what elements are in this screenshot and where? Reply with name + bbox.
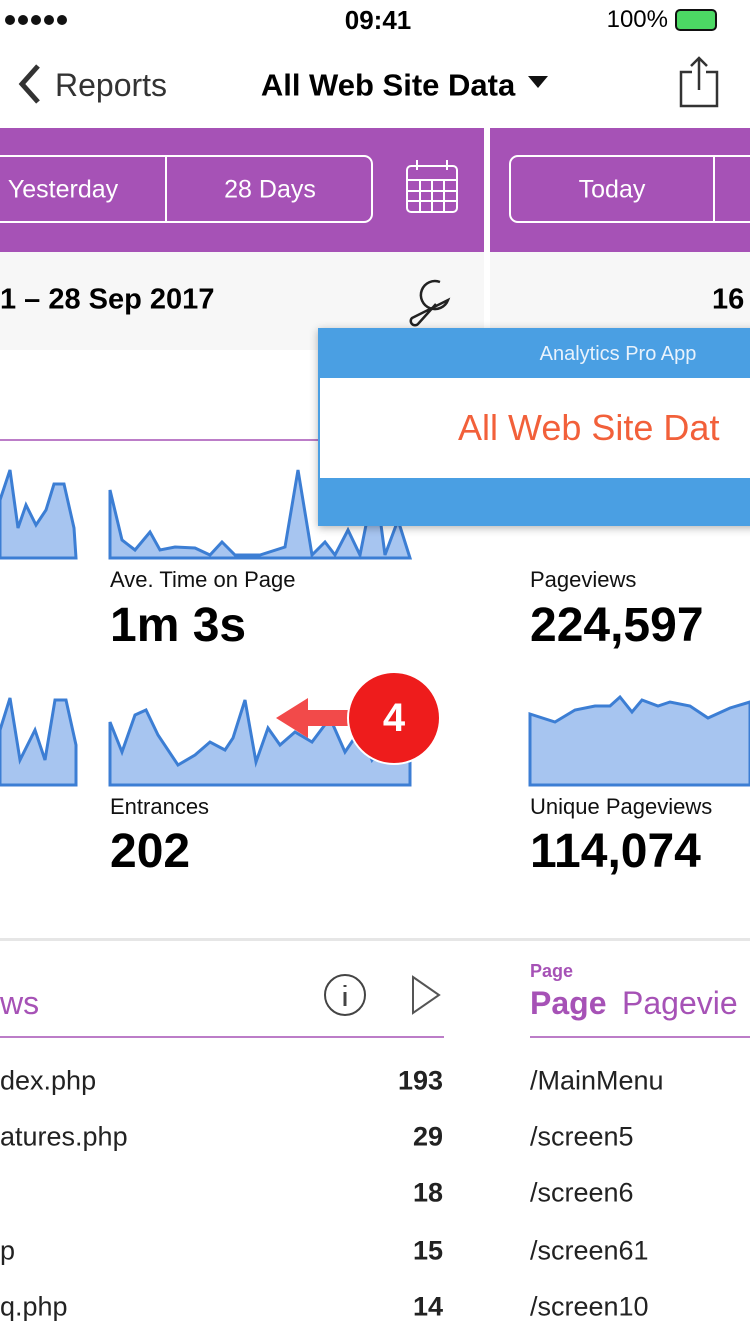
clock: 09:41 bbox=[344, 5, 412, 35]
date-range: 16 bbox=[712, 283, 745, 316]
row-count: 193 bbox=[397, 1065, 443, 1096]
metric-value: 224,597 bbox=[530, 599, 704, 652]
sparklines bbox=[0, 469, 750, 787]
settings-wrench[interactable] bbox=[409, 279, 451, 327]
table-header: ws bbox=[0, 985, 40, 1021]
row-page: /screen6 bbox=[530, 1177, 634, 1208]
header-band bbox=[0, 128, 750, 252]
row-count: 14 bbox=[412, 1291, 443, 1322]
panel-divider bbox=[484, 128, 490, 1334]
metric-value: 1m 3s bbox=[110, 599, 247, 652]
segment-button[interactable]: Yesterday bbox=[7, 175, 119, 204]
popup-title: All Web Site Dat bbox=[458, 407, 720, 448]
nav-title[interactable]: All Web Site Data bbox=[260, 67, 516, 103]
metric-label: Ave. Time on Page bbox=[110, 567, 296, 592]
row-count: 18 bbox=[412, 1177, 443, 1208]
callout-arrow bbox=[276, 698, 352, 738]
metric-label: Pageviews bbox=[530, 567, 637, 592]
segment-button[interactable]: 28 Days bbox=[224, 175, 316, 204]
metric-value: 202 bbox=[110, 825, 191, 878]
back-chevron[interactable] bbox=[18, 64, 40, 104]
metric-value: 114,074 bbox=[530, 825, 701, 878]
table-header: Page bbox=[530, 985, 607, 1021]
row-page: /screen10 bbox=[530, 1291, 649, 1322]
popup: Analytics Pro App All Web Site Dat bbox=[318, 328, 750, 526]
info-button[interactable] bbox=[324, 974, 366, 1016]
play-button[interactable] bbox=[412, 975, 441, 1015]
row-page: /screen5 bbox=[530, 1121, 634, 1152]
row-page: /screen61 bbox=[530, 1235, 649, 1266]
dropdown-arrow[interactable] bbox=[528, 76, 548, 88]
metric-label: Entrances bbox=[110, 794, 210, 819]
signal bbox=[5, 15, 67, 25]
table-caption: Page bbox=[530, 961, 574, 981]
calendar-button[interactable] bbox=[406, 160, 458, 213]
row-page: atures.php bbox=[0, 1121, 128, 1152]
row-count: 15 bbox=[412, 1235, 443, 1266]
row-page: p bbox=[0, 1235, 16, 1266]
row-page: /MainMenu bbox=[530, 1065, 664, 1096]
share-button[interactable] bbox=[679, 56, 719, 108]
battery-icon bbox=[675, 9, 717, 31]
row-page: dex.php bbox=[0, 1065, 97, 1096]
back-button[interactable]: Reports bbox=[55, 67, 168, 103]
table-header: Pagevie bbox=[622, 985, 738, 1021]
left-segmented-control bbox=[0, 155, 373, 223]
battery-text: 100% bbox=[606, 6, 668, 33]
metric-label: Unique Pageviews bbox=[530, 794, 713, 819]
popup-body bbox=[320, 378, 750, 478]
right-segmented-control bbox=[509, 155, 750, 223]
segment-button[interactable]: Today bbox=[578, 175, 646, 204]
row-page: q.php bbox=[0, 1291, 68, 1322]
callout-label: 4 bbox=[382, 696, 406, 740]
row-count: 29 bbox=[412, 1121, 443, 1152]
callout-badge bbox=[347, 671, 441, 765]
section-separator bbox=[0, 938, 750, 941]
date-range: 1 – 28 Sep 2017 bbox=[0, 283, 215, 316]
popup-app-name: Analytics Pro App bbox=[539, 343, 697, 365]
